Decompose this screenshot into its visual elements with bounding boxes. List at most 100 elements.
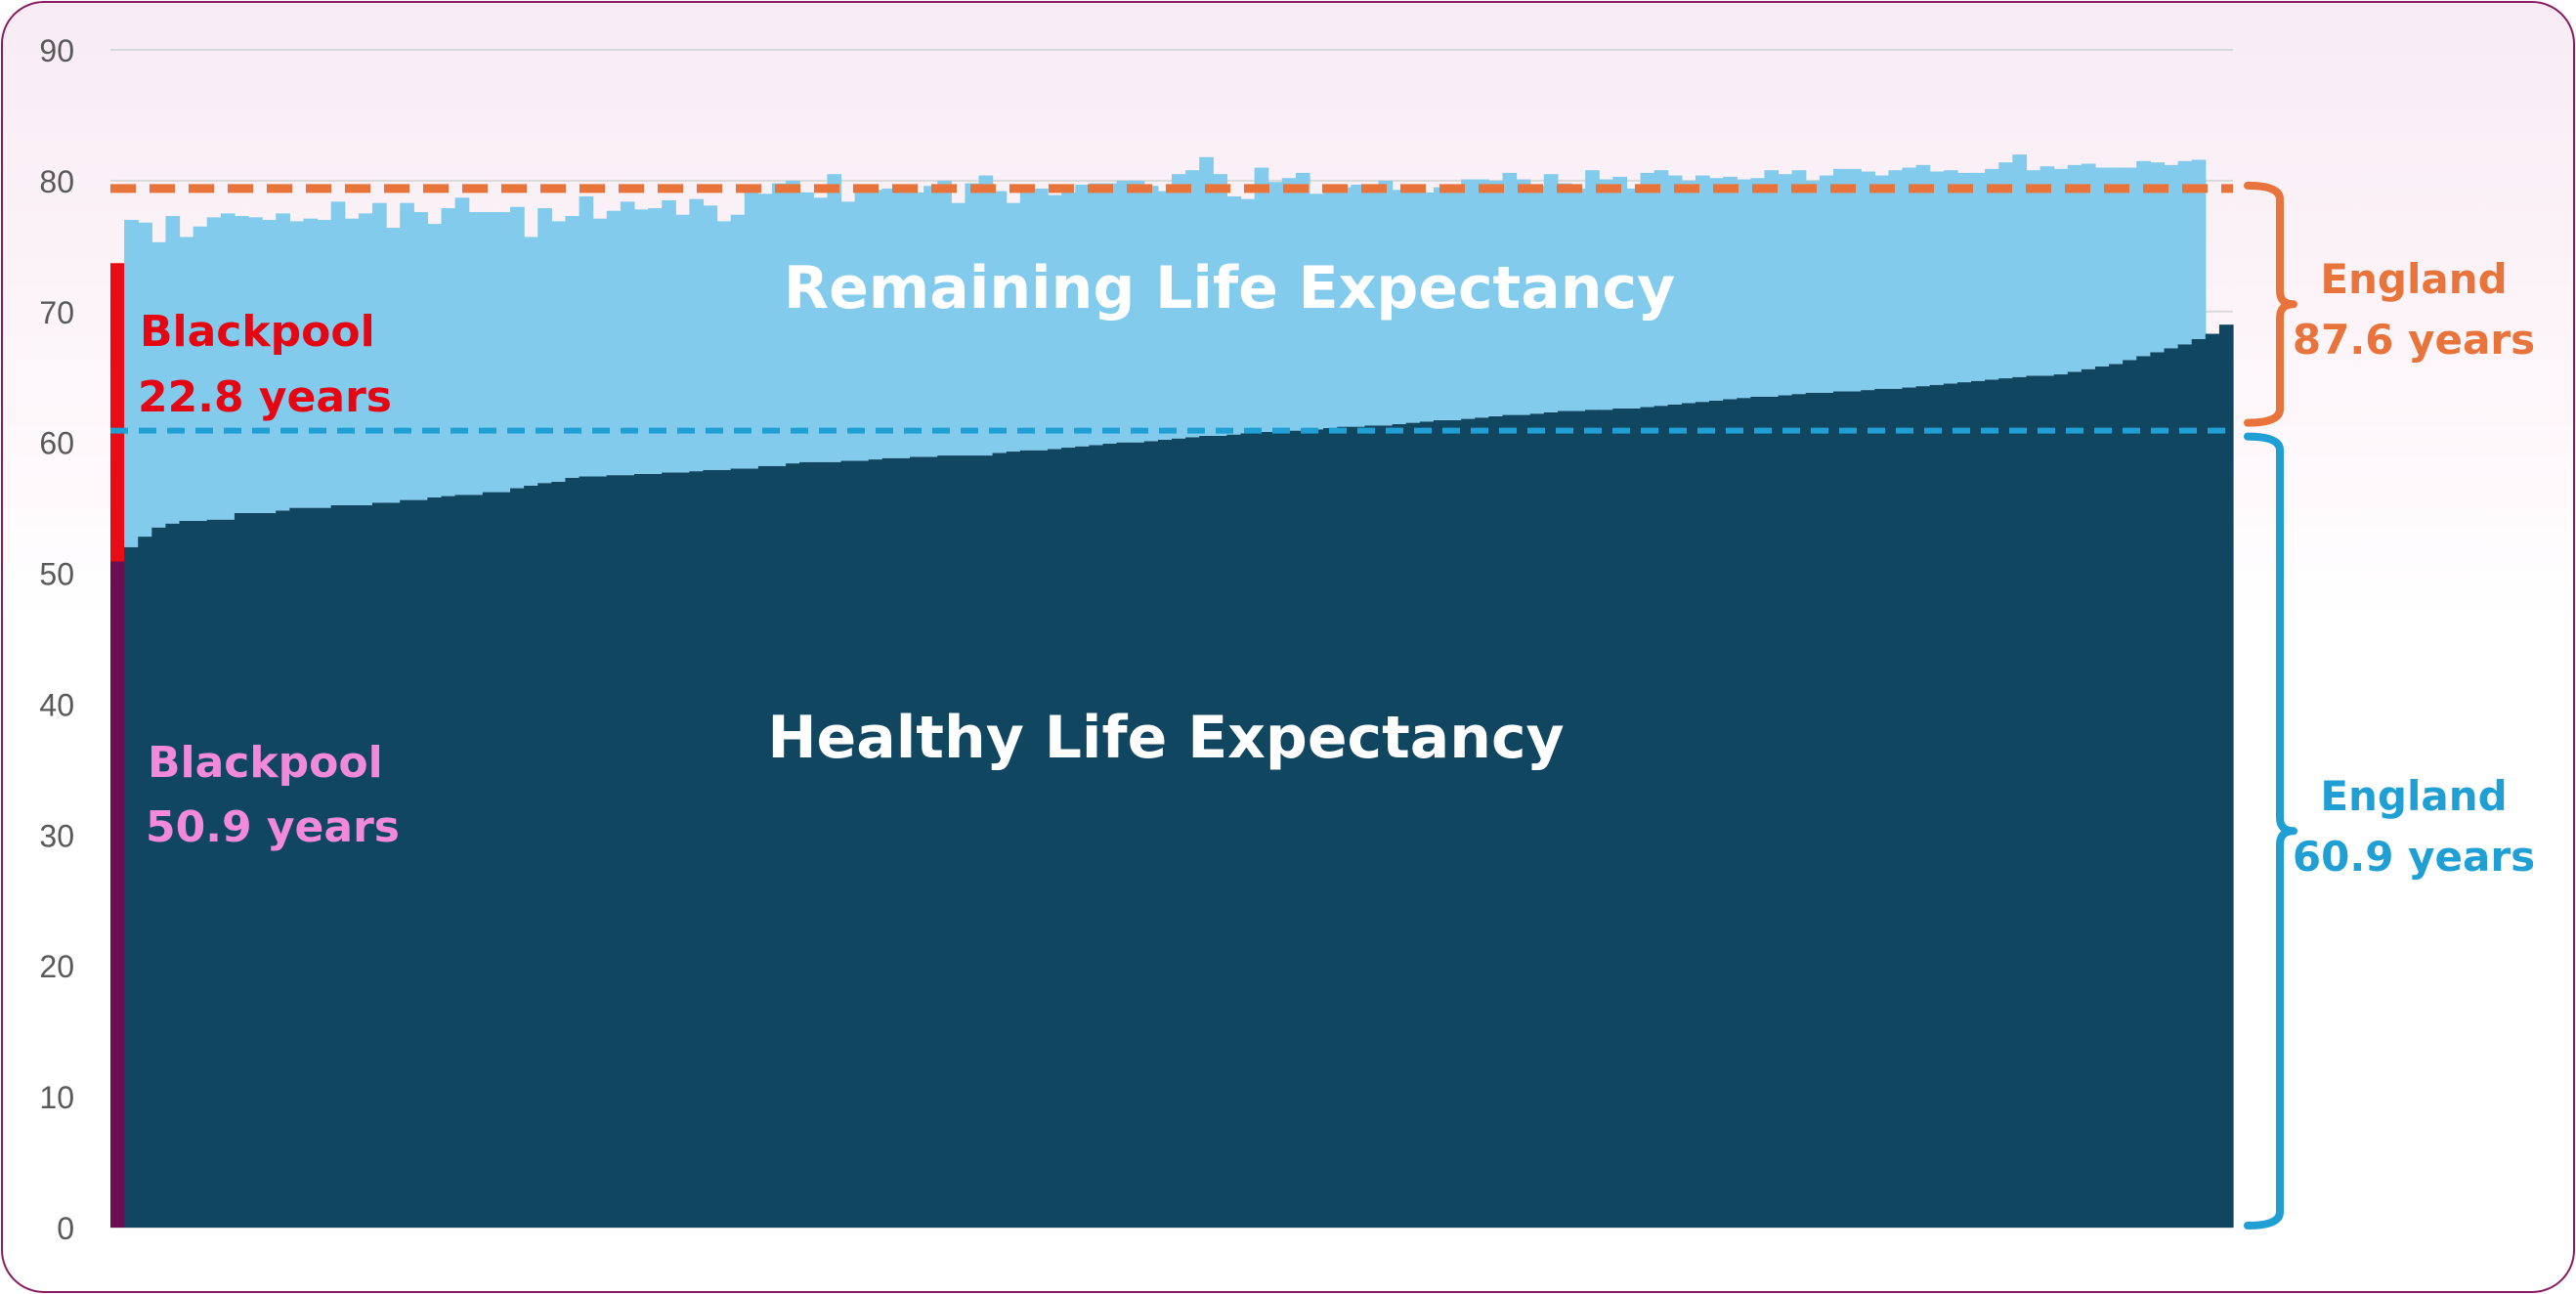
- remaining-bar: [1364, 187, 1380, 426]
- healthy-bar: [965, 455, 980, 1228]
- y-tick-label: 10: [39, 1080, 74, 1115]
- healthy-bar: [1419, 421, 1435, 1228]
- healthy-bar: [771, 465, 787, 1228]
- remaining-bar: [206, 217, 222, 520]
- remaining-bar: [1143, 186, 1159, 442]
- healthy-bar: [2164, 348, 2179, 1228]
- healthy-bar: [1709, 400, 1724, 1228]
- remaining-bar: [1254, 167, 1269, 432]
- y-tick-label: 40: [39, 687, 74, 722]
- healthy-bar: [1971, 380, 1986, 1228]
- healthy-bar: [716, 469, 732, 1228]
- healthy-bar: [386, 502, 401, 1228]
- remaining-bar: [1157, 191, 1173, 440]
- remaining-bar: [220, 213, 236, 520]
- healthy-bar: [482, 492, 497, 1228]
- healthy-bar: [1254, 431, 1269, 1228]
- healthy-bar: [427, 496, 443, 1228]
- healthy-bar: [757, 465, 773, 1228]
- healthy-bar: [1599, 410, 1613, 1228]
- healthy-life-expectancy-label: Healthy Life Expectancy: [767, 704, 1564, 772]
- remaining-bar: [138, 222, 152, 538]
- remaining-bar: [1323, 190, 1338, 428]
- healthy-bar: [1667, 404, 1683, 1229]
- healthy-bar: [1764, 396, 1780, 1228]
- remaining-bar: [2177, 160, 2193, 345]
- healthy-bar: [1323, 427, 1338, 1228]
- healthy-bar: [620, 475, 635, 1228]
- healthy-bar: [703, 469, 718, 1228]
- remaining-bar: [1433, 187, 1448, 420]
- remaining-bar: [1213, 174, 1228, 436]
- healthy-bar: [1985, 379, 1999, 1228]
- remaining-bar: [716, 221, 732, 470]
- healthy-bar: [468, 495, 484, 1228]
- healthy-bar: [138, 537, 152, 1228]
- healthy-bar: [289, 507, 305, 1228]
- remaining-bar: [1102, 183, 1118, 445]
- remaining-bar: [565, 216, 580, 478]
- remaining-bar: [620, 201, 635, 476]
- remaining-bar: [454, 197, 470, 496]
- remaining-bar: [1585, 170, 1600, 410]
- healthy-bar: [1157, 439, 1173, 1228]
- england-healthy-name: England: [2320, 772, 2507, 820]
- remaining-bar: [992, 191, 1008, 453]
- healthy-bar: [1737, 398, 1751, 1229]
- y-tick-label: 70: [39, 295, 74, 330]
- remaining-bar: [1695, 175, 1710, 403]
- healthy-bar: [441, 496, 456, 1228]
- healthy-bar: [344, 504, 360, 1228]
- y-axis-ticks: 0 10 20 30 40 50 60 70 80 90: [39, 33, 74, 1246]
- healthy-bar: [606, 475, 622, 1228]
- remaining-bar: [799, 192, 814, 462]
- remaining-bar: [1226, 195, 1242, 435]
- healthy-bar: [1033, 450, 1049, 1228]
- healthy-bar: [1585, 410, 1600, 1228]
- remaining-bar: [1915, 164, 1931, 387]
- healthy-bar: [2218, 324, 2234, 1229]
- healthy-bar: [165, 523, 181, 1228]
- healthy-bar: [1475, 417, 1489, 1228]
- healthy-bar: [2094, 367, 2110, 1228]
- remaining-bar: [1488, 180, 1504, 416]
- healthy-bar: [1681, 403, 1696, 1228]
- healthy-bar: [1791, 394, 1807, 1228]
- healthy-bar: [1529, 413, 1545, 1228]
- healthy-bar: [193, 521, 208, 1228]
- healthy-bar: [1640, 407, 1655, 1228]
- remaining-bar: [2094, 167, 2110, 367]
- healthy-bar: [881, 457, 897, 1228]
- healthy-bar: [1309, 429, 1324, 1228]
- remaining-bar: [2191, 159, 2207, 339]
- healthy-bar: [2191, 338, 2207, 1229]
- remaining-bar: [1571, 188, 1586, 411]
- remaining-bar: [1667, 175, 1683, 405]
- remaining-bar: [234, 216, 249, 513]
- remaining-bar: [1075, 184, 1090, 447]
- remaining-bar: [1502, 172, 1518, 415]
- remaining-bar: [1130, 180, 1145, 443]
- healthy-bar: [1943, 383, 1958, 1229]
- healthy-bar: [495, 492, 511, 1228]
- remaining-bar: [1267, 182, 1283, 432]
- healthy-bar: [358, 504, 373, 1228]
- healthy-bar: [813, 461, 829, 1228]
- healthy-bar: [689, 471, 705, 1229]
- remaining-bar: [868, 190, 883, 460]
- healthy-bar: [1116, 442, 1132, 1229]
- remaining-bar: [400, 202, 414, 500]
- healthy-bar: [1267, 431, 1283, 1228]
- remaining-life-expectancy-label: Remaining Life Expectancy: [784, 254, 1675, 323]
- healthy-bar: [1172, 438, 1186, 1228]
- healthy-bar: [910, 456, 924, 1229]
- healthy-bar: [1723, 399, 1738, 1228]
- remaining-bar: [895, 188, 911, 458]
- remaining-bar: [358, 213, 373, 505]
- healthy-bar: [951, 455, 966, 1228]
- remaining-bar: [2123, 167, 2137, 361]
- remaining-bar: [1985, 168, 1999, 380]
- remaining-bar: [1405, 192, 1421, 423]
- remaining-bar: [1529, 186, 1545, 414]
- healthy-bar: [1956, 382, 1972, 1229]
